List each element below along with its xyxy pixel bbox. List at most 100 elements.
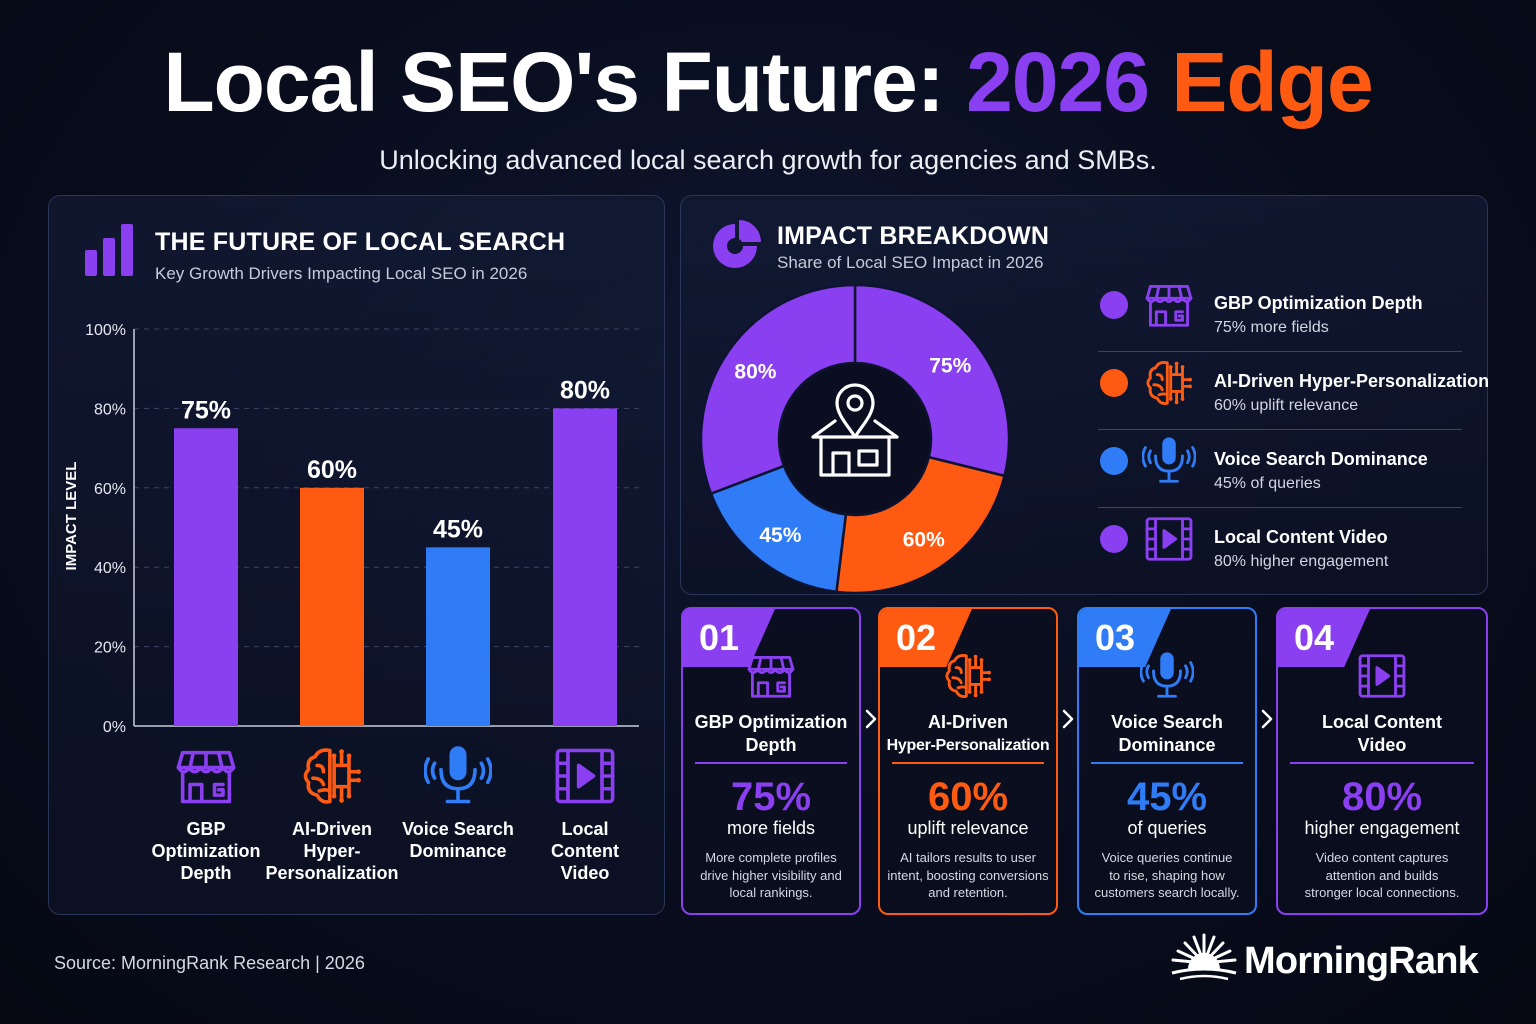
legend-divider <box>1098 429 1462 430</box>
card-divider <box>1290 762 1474 764</box>
bar-chart-title: THE FUTURE OF LOCAL SEARCH <box>155 228 566 256</box>
title-year: 2026 <box>966 35 1150 129</box>
card-description-line: to rise, shaping how <box>1109 867 1225 883</box>
card-value: 60% <box>927 775 1009 819</box>
card-value-label: uplift relevance <box>907 818 1029 838</box>
card-description-line: intent, boosting conversions <box>887 867 1049 883</box>
ai-brain-icon <box>1146 360 1192 406</box>
card-description-line: stronger local connections. <box>1304 885 1460 900</box>
donut-hole <box>780 364 930 514</box>
bar-chart-subtitle: Key Growth Drivers Impacting Local SEO i… <box>155 264 528 283</box>
card-value-label: more fields <box>726 818 816 838</box>
donut-chart-title: IMPACT BREAKDOWN <box>777 222 1050 250</box>
donut-slice <box>699 283 857 496</box>
legend-item: Local Content Video 80% higher engagement <box>1098 511 1462 589</box>
donut-slice-label: 80% <box>734 360 776 383</box>
legend-name: Local Content Video <box>1214 527 1388 547</box>
card-value: 75% <box>730 775 812 819</box>
x-tick-label: Optimization <box>152 841 261 861</box>
y-tick-label: 0% <box>103 719 126 736</box>
donut-slice-label: 60% <box>903 529 945 552</box>
donut-slice <box>853 283 1011 478</box>
card-description-line: and retention. <box>928 885 1008 900</box>
video-play-icon <box>1358 654 1406 698</box>
card-title-line: AI-Driven <box>927 712 1008 732</box>
x-tick-label: Depth <box>181 863 232 883</box>
y-tick-label: 100% <box>85 322 126 339</box>
page-subtitle: Unlocking advanced local search growth f… <box>379 145 1157 175</box>
card-value: 45% <box>1126 775 1208 819</box>
card-title: GBP Optimization Depth <box>689 711 853 757</box>
y-tick-label: 60% <box>94 481 126 498</box>
legend-desc: 75% more fields <box>1214 319 1329 336</box>
card-value-label: higher engagement <box>1304 818 1460 838</box>
storefront-g-icon <box>1145 285 1193 327</box>
bar-chart-icon <box>85 224 133 276</box>
video-play-icon <box>555 748 615 804</box>
x-tick-label: GBP <box>186 819 225 839</box>
ai-brain-icon <box>945 653 991 699</box>
x-tick-label: Voice Search <box>402 819 514 839</box>
y-tick-label: 40% <box>94 560 126 577</box>
legend-divider <box>1098 507 1462 508</box>
microphone-icon <box>1142 437 1196 483</box>
x-tick-label: AI-Driven <box>292 819 372 839</box>
x-tick-label: Dominance <box>409 841 506 861</box>
card-title-line: Hyper-Personalization <box>886 737 1050 754</box>
card-title: AI-Driven Hyper-Personalization <box>886 711 1050 757</box>
driver-card: 02 AI-Driven Hyper-Personalization 60% uplif… <box>878 607 1058 915</box>
bar <box>174 428 238 726</box>
card-description-line: attention and builds <box>1325 867 1439 883</box>
card-description-line: AI tailors results to user <box>900 850 1036 865</box>
storefront-g-icon <box>747 656 795 698</box>
page-title: Local SEO's Future: 2026 Edge <box>0 40 1536 124</box>
legend-name: Voice Search Dominance <box>1214 449 1428 469</box>
card-divider <box>892 762 1044 764</box>
bar-value-label: 45% <box>433 515 483 543</box>
donut-slice <box>835 455 1007 595</box>
card-value-label: of queries <box>1127 818 1207 838</box>
legend-color-dot <box>1100 291 1128 319</box>
y-axis-label: IMPACT LEVEL <box>63 462 80 571</box>
title-edge: Edge <box>1171 35 1373 129</box>
card-title-line: GBP Optimization <box>694 712 848 732</box>
legend-desc: 80% higher engagement <box>1214 553 1389 570</box>
card-title-line: Local Content <box>1322 712 1442 732</box>
driver-card: 01 GBP Optimization Depth 75% more fields Mor… <box>681 607 861 915</box>
legend-name: GBP Optimization Depth <box>1214 293 1423 313</box>
bar <box>553 408 617 726</box>
card-description: AI tailors results to user intent, boosti… <box>884 849 1052 902</box>
driver-card: 04 Local Content Video 80% higher engagement… <box>1276 607 1488 915</box>
legend-color-dot <box>1100 447 1128 475</box>
legend-color-dot <box>1100 525 1128 553</box>
card-description-line: More complete profiles <box>705 850 837 865</box>
card-divider <box>1091 762 1243 764</box>
card-value: 80% <box>1341 775 1423 819</box>
legend-divider <box>1098 351 1462 352</box>
card-title: Local Content Video <box>1284 711 1480 757</box>
y-tick-label: 20% <box>94 640 126 657</box>
card-description-line: Video content captures <box>1315 850 1449 865</box>
microphone-icon <box>424 746 492 804</box>
x-tick-label: Hyper- <box>303 841 360 861</box>
card-description-line: drive higher visibility and <box>700 867 842 883</box>
legend-desc: 45% of queries <box>1214 475 1321 492</box>
donut-slice <box>709 464 848 594</box>
sunrise-logo-icon <box>1171 933 1237 981</box>
bar-value-label: 60% <box>307 456 357 484</box>
donut-chart-subtitle: Share of Local SEO Impact in 2026 <box>777 253 1044 272</box>
title-part1: Local SEO's Future: <box>163 35 967 129</box>
microphone-icon <box>1140 652 1194 698</box>
chevron-right-icon <box>1261 709 1273 729</box>
legend-desc: 60% uplift relevance <box>1214 397 1359 414</box>
y-tick-label: 80% <box>94 401 126 418</box>
store-location-icon <box>811 383 899 477</box>
bar <box>300 487 364 726</box>
card-description-line: Voice queries continue <box>1101 850 1233 865</box>
donut-slice-label: 45% <box>759 524 801 547</box>
bar-value-label: 80% <box>560 376 610 404</box>
chevron-right-icon <box>1062 709 1074 729</box>
pie-chart-icon <box>713 220 761 268</box>
